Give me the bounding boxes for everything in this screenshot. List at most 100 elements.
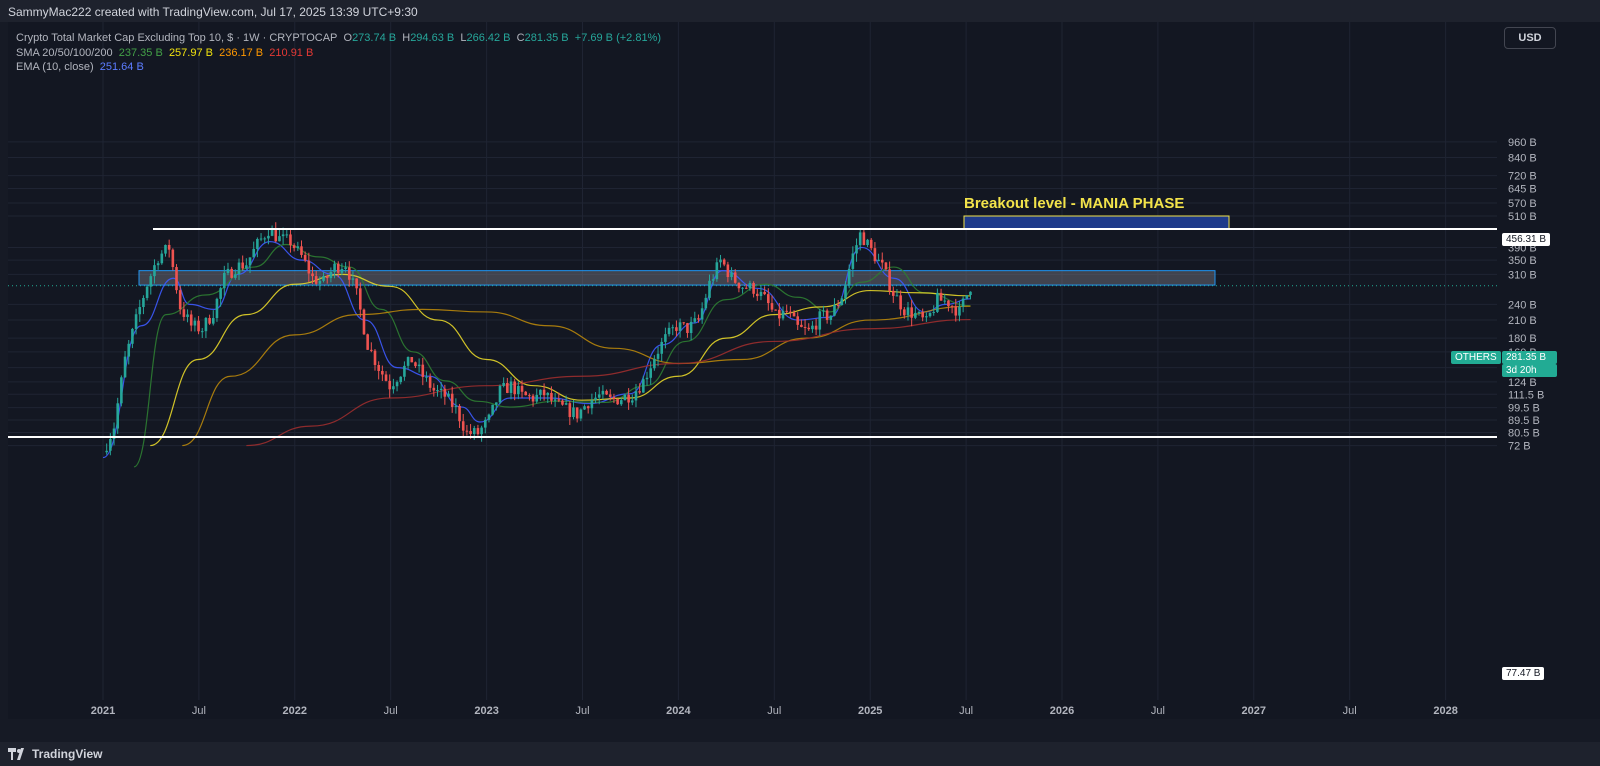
open-label: O [343,32,353,44]
x-tick-label: Jul [384,705,398,717]
y-tick-label: 240 B [1508,299,1537,311]
candle-body [252,248,256,258]
candle-body [748,282,752,289]
candle-body [840,298,844,306]
currency-button[interactable]: USD [1504,27,1556,49]
candle-body [862,232,866,246]
candle-body [664,334,667,342]
sma100-value: 236.17 B [219,46,264,59]
legend-sma-row[interactable]: SMA 20/50/100/200 237.35 B 257.97 B 236.… [16,46,661,61]
candle-body [660,341,664,354]
tradingview-logo[interactable]: TradingView [8,747,102,761]
candle-body [447,393,450,397]
grid-lines [8,22,1497,700]
candle-body [936,292,939,312]
candle-body [112,428,116,439]
candle-body [138,307,142,315]
candle-body [340,269,344,273]
sma50-value: 257.97 B [168,46,213,59]
countdown-tag: 3d 20h [1502,364,1557,377]
candle-body [623,394,627,401]
resistance-price-tag: 456.31 B [1502,233,1551,246]
sma200-value: 210.91 B [269,46,314,59]
x-tick-label: Jul [959,705,973,717]
header-attribution: SammyMac222 created with TradingView.com… [8,5,418,19]
candle-body [800,324,803,327]
candle-body [149,276,153,287]
candle-body [366,334,369,350]
candle-body [329,271,333,279]
candle-body [303,254,307,261]
candle-body [778,309,781,319]
candle-body [270,229,274,236]
candle-body [175,267,178,291]
candle-body [586,406,590,409]
candle-body [241,262,244,269]
candle-body [443,388,447,397]
y-tick-label: 99.5 B [1508,403,1540,415]
high-value: 294.63 B [410,32,455,44]
candle-body [535,394,539,402]
x-axis: 2021 Jul 2022 Jul 2023 Jul 2024 Jul 2025 Jul 2026 J… [91,705,1458,717]
candle-body [557,399,561,401]
candle-body [344,267,347,270]
candle-body [509,381,513,393]
close-label: C [516,32,525,44]
tradingview-brand: TradingView [32,747,103,761]
range-zone [138,270,1216,286]
x-tick-label: 2022 [283,705,307,717]
candle-body [858,232,862,246]
symbol-title: Crypto Total Market Cap Excluding Top 10… [16,32,338,44]
candle-body [649,368,652,378]
candle-body [833,304,836,316]
candle-body [825,310,829,320]
candle-body [395,382,399,387]
candle-body [189,314,193,326]
x-tick-label: Jul [767,705,781,717]
candle-body [829,315,833,320]
candle-body [425,376,428,378]
candle-body [388,380,392,390]
candle-body [109,438,112,451]
candle-body [292,245,296,249]
candle-body [197,320,200,332]
candle-body [318,280,322,284]
candle-body [476,428,480,435]
candle-body [869,239,873,249]
y-tick-label: 111.5 B [1508,389,1544,401]
candle-body [903,309,906,316]
chart-area[interactable] [8,22,1600,719]
candle-body [711,279,715,281]
y-tick-label: 89.5 B [1508,415,1540,427]
candle-body [322,276,325,281]
candle-body [333,263,336,272]
candle-body [491,404,494,415]
candle-body [513,381,516,395]
candle-body [965,295,969,299]
candle-body [160,253,164,264]
y-tick-label: 210 B [1508,315,1537,327]
candle-body [939,292,943,301]
candle-body [789,311,792,313]
x-tick-label: 2028 [1433,705,1457,717]
candle-body [495,402,498,405]
candle-body [355,278,358,289]
candle-body [182,309,186,317]
candle-body [219,288,222,299]
candle-body [561,400,564,405]
candle-body [230,268,233,278]
candle-body [410,357,414,363]
breakout-annotation: Breakout level - MANIA PHASE [964,195,1184,212]
candle-body [461,421,465,431]
tradingview-logo-icon [8,748,24,760]
candle-body [619,400,623,405]
candle-body [259,238,263,240]
candle-body [289,234,292,246]
candle-body [336,263,340,273]
candle-body [917,311,921,313]
legend-ema-row[interactable]: EMA (10, close) 251.64 B [16,60,661,75]
candle-body [682,322,686,324]
candle-body [579,409,583,419]
